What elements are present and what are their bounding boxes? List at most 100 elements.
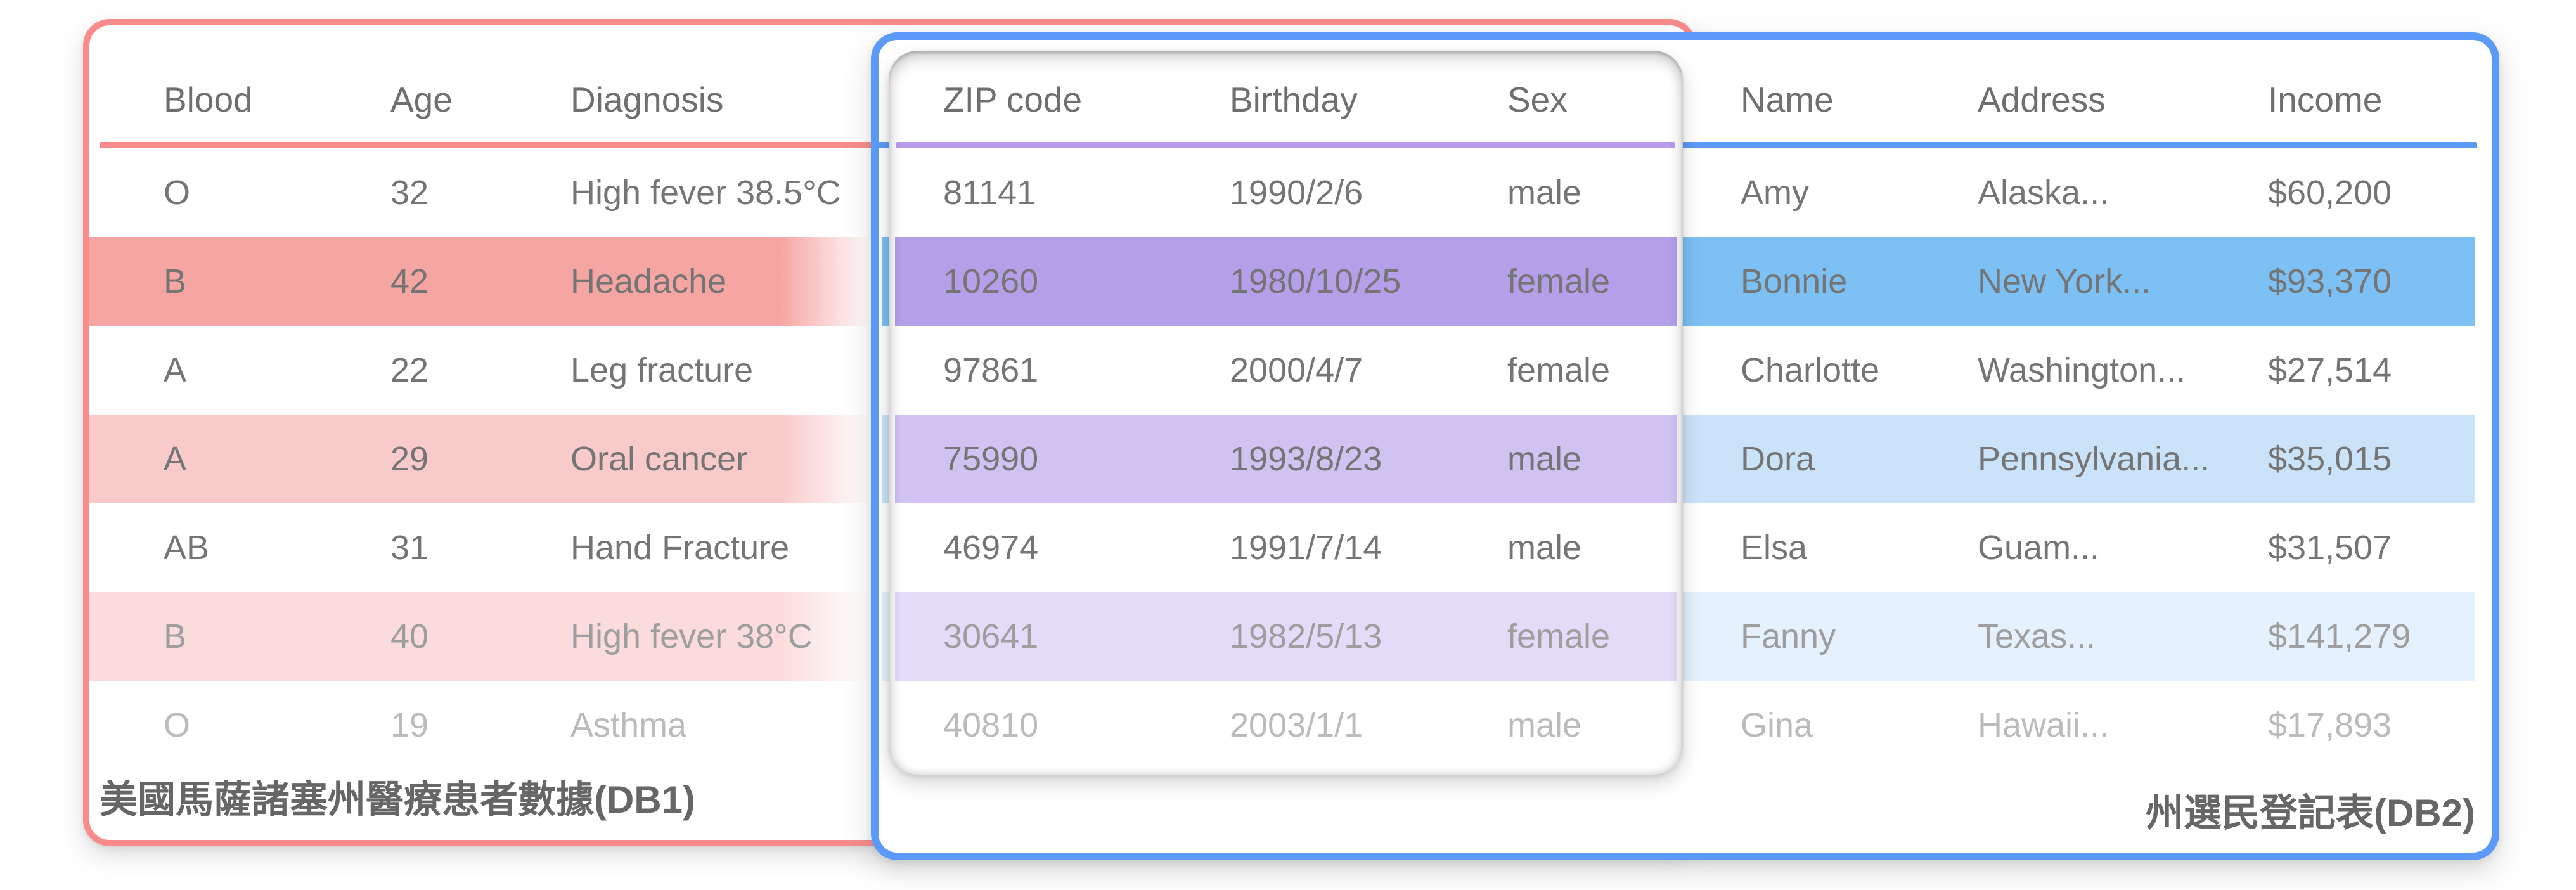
table-row: 81141 1990/2/6 male [895,148,1677,237]
table-cell: $27,514 [2268,351,2392,389]
db2-caption: 州選民登記表(DB2) [2146,792,2475,834]
column-header-name: Name [1741,80,1834,119]
table-cell: AB [164,529,210,567]
column-header-blood: Blood [164,80,253,119]
table-cell: Bonnie [1741,262,1848,300]
table-row: O 32 High fever 38.5°C [89,148,871,237]
table-cell: Amy [1741,174,1809,212]
db2-header-row: Name Address Income [879,57,2492,142]
table-cell: Elsa [1741,529,1808,567]
table-cell: 30641 [943,617,1039,655]
quasi-header-underline [896,142,1675,148]
table-cell: 1991/7/14 [1230,529,1382,567]
table-cell: B [164,262,187,300]
table-cell: $93,370 [2268,262,2392,300]
table-cell: $35,015 [2268,440,2392,478]
table-cell: 97861 [943,351,1039,389]
table-row: Amy Alaska... $60,200 [882,148,2475,237]
table-cell: 46974 [943,529,1039,567]
table-cell: 29 [390,440,429,478]
table-cell: 31 [390,529,429,567]
column-header-address: Address [1978,80,2106,119]
table-cell: 40 [390,617,429,655]
table-row: 40810 2003/1/1 male [895,681,1677,770]
quasi-identifier-card: ZIP code Birthday Sex 81141 1990/2/6 mal… [889,51,1683,775]
table-row-matched: 10260 1980/10/25 female [895,237,1677,326]
table-row: O 19 Asthma [89,681,871,770]
table-row: A 22 Leg fracture [89,326,871,415]
table-cell: B [164,617,187,655]
table-row: 46974 1991/7/14 male [895,503,1677,592]
table-cell: male [1507,440,1582,478]
column-header-income: Income [2268,80,2383,119]
table-cell: Charlotte [1741,351,1880,389]
table-row: 97861 2000/4/7 female [895,326,1677,415]
table-row-matched: 75990 1993/8/23 male [895,415,1677,503]
table-cell: 81141 [943,174,1036,212]
table-cell: 40810 [943,706,1039,744]
table-row-matched: 30641 1982/5/13 female [895,592,1677,681]
column-header-birthday: Birthday [1230,80,1358,119]
table-cell: Dora [1741,440,1815,478]
table-cell: Texas... [1978,617,2096,655]
db1-rows: O 32 High fever 38.5°C B 42 Headache A 2… [89,148,871,770]
table-cell: High fever 38.5°C [570,174,841,212]
table-cell: 1982/5/13 [1230,617,1382,655]
table-row: AB 31 Hand Fracture [89,503,871,592]
table-row: Charlotte Washington... $27,514 [882,326,2475,415]
table-cell: female [1507,617,1611,655]
table-cell: $60,200 [2268,174,2392,212]
table-cell: Headache [570,262,727,300]
table-cell: A [164,440,187,478]
table-cell: Oral cancer [570,440,748,478]
table-row-matched: B 40 High fever 38°C [89,592,871,681]
column-header-sex: Sex [1507,80,1568,119]
table-cell: female [1507,351,1611,389]
db2-panel: Name Address Income Amy Alaska... $60,20… [871,32,2499,860]
column-header-diagnosis: Diagnosis [570,80,724,119]
table-cell: 19 [390,706,429,744]
quasi-rows: 81141 1990/2/6 male 10260 1980/10/25 fem… [895,148,1677,770]
table-cell: 2000/4/7 [1230,351,1363,389]
table-cell: Alaska... [1978,174,2109,212]
table-cell: male [1507,529,1582,567]
table-cell: A [164,351,187,389]
table-cell: O [164,174,191,212]
table-cell: New York... [1978,262,2151,300]
table-cell: Pennsylvania... [1978,440,2210,478]
table-cell: 1980/10/25 [1230,262,1401,300]
table-cell: 42 [390,262,429,300]
table-cell: Hawaii... [1978,706,2109,744]
table-cell: High fever 38°C [570,617,813,655]
table-cell: Asthma [570,706,687,744]
table-cell: 32 [390,174,429,212]
table-cell: Hand Fracture [570,529,790,567]
column-header-zip: ZIP code [943,80,1083,119]
table-row-matched: B 42 Headache [89,237,871,326]
table-cell: 1993/8/23 [1230,440,1382,478]
table-cell: male [1507,174,1582,212]
db1-caption: 美國馬薩諸塞州醫療患者數據(DB1) [100,778,695,821]
table-cell: O [164,706,191,744]
table-row: Gina Hawaii... $17,893 [882,681,2475,770]
column-header-age: Age [390,80,453,119]
table-cell: 2003/1/1 [1230,706,1363,744]
table-cell: $141,279 [2268,617,2411,655]
table-cell: Washington... [1978,351,2186,389]
table-cell: Gina [1741,706,1813,744]
table-row-matched: A 29 Oral cancer [89,415,871,503]
table-cell: Fanny [1741,617,1836,655]
table-cell: 1990/2/6 [1230,174,1363,212]
table-cell: $31,507 [2268,529,2392,567]
table-cell: male [1507,706,1582,744]
table-cell: 75990 [943,440,1039,478]
table-row: Elsa Guam... $31,507 [882,503,2475,592]
table-cell: 22 [390,351,429,389]
db1-header-row: Blood Age Diagnosis [89,57,913,142]
table-cell: Leg fracture [570,351,754,389]
table-cell: female [1507,262,1611,300]
table-cell: $17,893 [2268,706,2392,744]
table-cell: Guam... [1978,529,2100,567]
quasi-header-row: ZIP code Birthday Sex [889,57,1670,142]
